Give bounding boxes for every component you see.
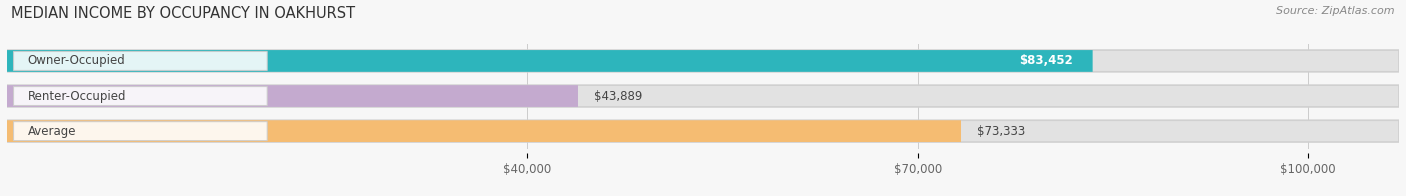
Text: Source: ZipAtlas.com: Source: ZipAtlas.com: [1277, 6, 1395, 16]
FancyBboxPatch shape: [7, 120, 962, 142]
Text: $83,452: $83,452: [1019, 54, 1073, 67]
Text: Owner-Occupied: Owner-Occupied: [28, 54, 125, 67]
FancyBboxPatch shape: [7, 85, 1399, 107]
FancyBboxPatch shape: [7, 50, 1092, 72]
FancyBboxPatch shape: [14, 122, 267, 141]
FancyBboxPatch shape: [7, 120, 1399, 142]
Text: $73,333: $73,333: [977, 125, 1025, 138]
FancyBboxPatch shape: [14, 87, 267, 105]
Text: Average: Average: [28, 125, 76, 138]
FancyBboxPatch shape: [7, 50, 1399, 72]
FancyBboxPatch shape: [14, 52, 267, 70]
FancyBboxPatch shape: [7, 85, 578, 107]
Text: $43,889: $43,889: [593, 90, 643, 103]
Text: MEDIAN INCOME BY OCCUPANCY IN OAKHURST: MEDIAN INCOME BY OCCUPANCY IN OAKHURST: [11, 6, 356, 21]
Text: Renter-Occupied: Renter-Occupied: [28, 90, 127, 103]
